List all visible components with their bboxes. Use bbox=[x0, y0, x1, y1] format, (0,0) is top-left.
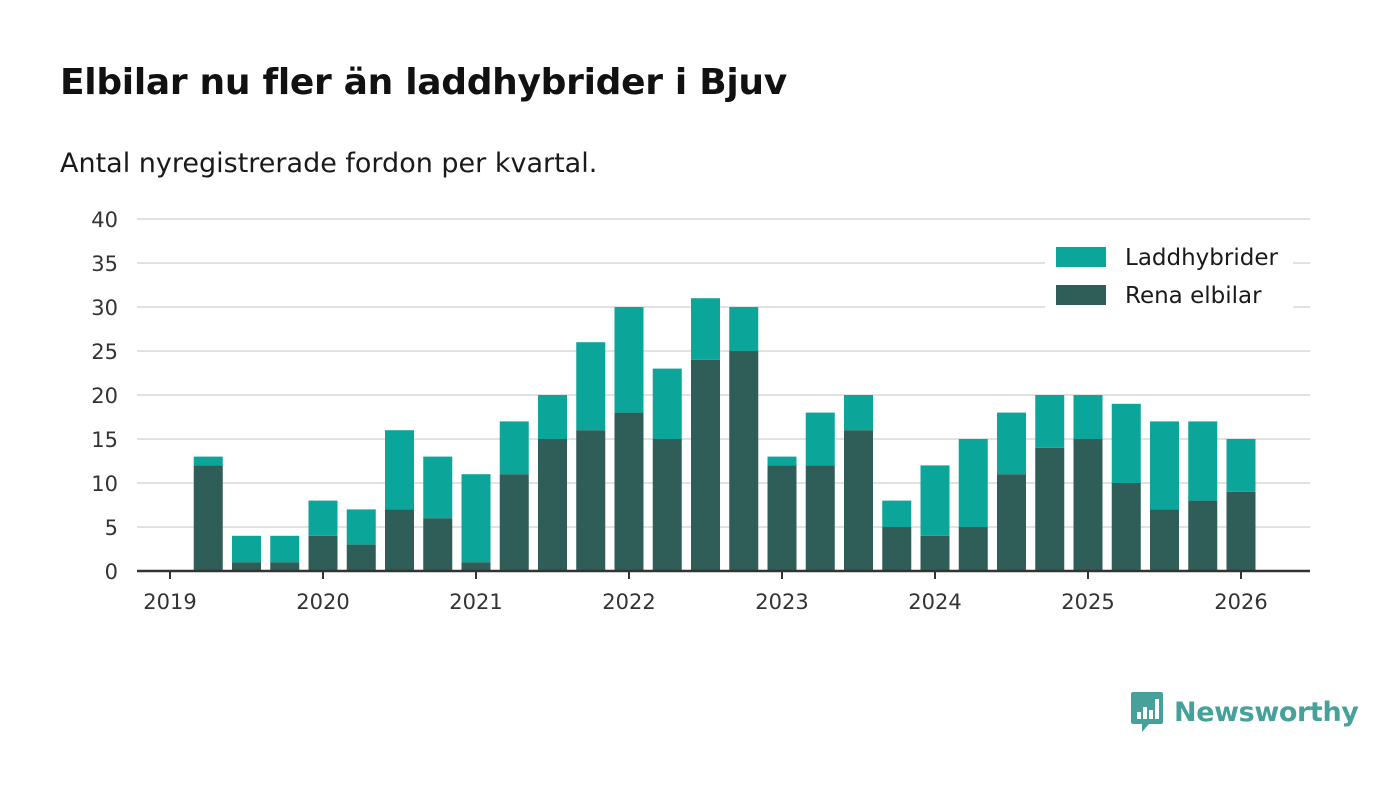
bar-laddhybrider bbox=[920, 465, 950, 536]
bar-rena-elbilar bbox=[1111, 483, 1141, 571]
x-tick-label: 2022 bbox=[602, 590, 655, 614]
bar-laddhybrider bbox=[308, 500, 338, 536]
x-tick-label: 2025 bbox=[1061, 590, 1114, 614]
bar-laddhybrider bbox=[729, 307, 759, 351]
legend-swatch bbox=[1056, 285, 1106, 305]
x-tick-label: 2023 bbox=[755, 590, 808, 614]
bar-chart-speech-bubble-icon bbox=[1131, 692, 1163, 732]
bar-laddhybrider bbox=[882, 500, 912, 527]
y-tick-label: 35 bbox=[91, 252, 118, 276]
x-tick-label: 2026 bbox=[1214, 590, 1267, 614]
bar-rena-elbilar bbox=[270, 562, 300, 571]
y-tick-label: 15 bbox=[91, 428, 118, 452]
bar-rena-elbilar bbox=[193, 465, 223, 571]
bar-rena-elbilar bbox=[385, 509, 414, 571]
bar-laddhybrider bbox=[1111, 403, 1141, 483]
bars bbox=[193, 298, 1256, 571]
bar-laddhybrider bbox=[1226, 439, 1256, 492]
x-tick-label: 2021 bbox=[449, 590, 502, 614]
bar-rena-elbilar bbox=[1150, 509, 1179, 571]
chart-title: Elbilar nu fler än laddhybrider i Bjuv bbox=[60, 62, 787, 103]
bar-laddhybrider bbox=[1188, 421, 1218, 501]
bar-rena-elbilar bbox=[308, 535, 338, 571]
y-tick-label: 10 bbox=[91, 472, 118, 496]
bar-laddhybrider bbox=[997, 412, 1026, 475]
y-tick-label: 20 bbox=[91, 384, 118, 408]
bar-laddhybrider bbox=[538, 395, 567, 439]
bar-laddhybrider bbox=[385, 430, 414, 510]
x-tick-label: 2019 bbox=[143, 590, 196, 614]
bar-laddhybrider bbox=[652, 368, 682, 439]
bar-laddhybrider bbox=[270, 535, 300, 563]
bar-laddhybrider bbox=[461, 474, 491, 563]
bar-rena-elbilar bbox=[997, 474, 1026, 571]
bar-laddhybrider bbox=[767, 456, 797, 466]
bar-laddhybrider bbox=[499, 421, 529, 475]
legend-swatch bbox=[1056, 247, 1106, 267]
y-tick-label: 25 bbox=[91, 340, 118, 364]
bar-rena-elbilar bbox=[232, 562, 261, 571]
bar-rena-elbilar bbox=[882, 527, 912, 571]
bar-laddhybrider bbox=[423, 456, 453, 519]
bar-rena-elbilar bbox=[538, 439, 567, 571]
bar-rena-elbilar bbox=[652, 439, 682, 571]
bar-laddhybrider bbox=[691, 298, 720, 360]
legend: Laddhybrider Rena elbilar bbox=[1045, 236, 1293, 312]
bar-laddhybrider bbox=[576, 342, 606, 431]
bar-rena-elbilar bbox=[729, 351, 759, 571]
bar-rena-elbilar bbox=[691, 359, 720, 571]
legend-label: Laddhybrider bbox=[1125, 245, 1278, 271]
bar-rena-elbilar bbox=[1035, 447, 1065, 571]
bar-rena-elbilar bbox=[1073, 439, 1103, 571]
brand-name: Newsworthy bbox=[1174, 696, 1359, 728]
y-tick-label: 0 bbox=[105, 560, 118, 584]
bar-rena-elbilar bbox=[844, 430, 873, 571]
bar-rena-elbilar bbox=[1188, 500, 1218, 571]
bar-laddhybrider bbox=[1073, 395, 1103, 439]
bar-rena-elbilar bbox=[1226, 491, 1256, 571]
bar-laddhybrider bbox=[614, 307, 644, 413]
bar-rena-elbilar bbox=[958, 527, 988, 571]
bar-laddhybrider bbox=[1150, 421, 1179, 510]
x-tick-label: 2020 bbox=[296, 590, 349, 614]
bar-laddhybrider bbox=[193, 456, 223, 466]
legend-label: Rena elbilar bbox=[1125, 283, 1262, 309]
bar-laddhybrider bbox=[844, 395, 873, 431]
bar-laddhybrider bbox=[232, 535, 261, 563]
bar-rena-elbilar bbox=[614, 412, 644, 571]
bar-rena-elbilar bbox=[920, 535, 950, 571]
brand-logo: Newsworthy bbox=[1130, 690, 1359, 734]
y-tick-label: 30 bbox=[91, 296, 118, 320]
bar-rena-elbilar bbox=[423, 518, 453, 571]
bar-rena-elbilar bbox=[767, 465, 797, 571]
y-tick-label: 40 bbox=[91, 208, 118, 232]
bar-rena-elbilar bbox=[805, 465, 835, 571]
bar-rena-elbilar bbox=[499, 474, 529, 571]
y-tick-label: 5 bbox=[105, 516, 118, 540]
chart-subtitle: Antal nyregistrerade fordon per kvartal. bbox=[60, 148, 598, 179]
bar-rena-elbilar bbox=[461, 562, 491, 571]
bar-rena-elbilar bbox=[576, 430, 606, 571]
bar-laddhybrider bbox=[346, 509, 376, 545]
bar-laddhybrider bbox=[958, 439, 988, 527]
bar-laddhybrider bbox=[1035, 395, 1065, 448]
bar-laddhybrider bbox=[805, 412, 835, 466]
bar-rena-elbilar bbox=[346, 544, 376, 571]
x-tick-label: 2024 bbox=[908, 590, 961, 614]
